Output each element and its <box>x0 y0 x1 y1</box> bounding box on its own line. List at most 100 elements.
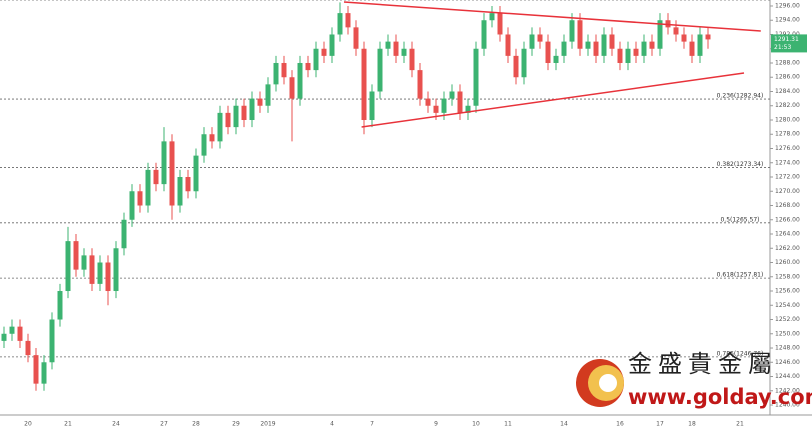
x-tick-label: 27 <box>160 421 168 428</box>
y-tick-label: 1240.00 <box>775 402 800 409</box>
candle-body <box>681 34 687 42</box>
trendline <box>343 1 761 32</box>
candle-body <box>129 191 135 220</box>
candle-body <box>57 291 63 320</box>
candle-body <box>177 177 183 206</box>
candle-body <box>449 91 455 99</box>
candle-body <box>249 98 255 120</box>
candle-body <box>433 105 439 113</box>
y-tick-label: 1270.00 <box>775 188 800 195</box>
candle-body <box>257 98 263 106</box>
candle-body <box>17 326 23 341</box>
y-tick-label: 1288.00 <box>775 59 800 66</box>
candle-body <box>25 340 31 356</box>
y-tick-label: 1280.00 <box>775 116 800 123</box>
candle-body <box>481 20 487 49</box>
x-tick-label: 17 <box>656 421 664 428</box>
y-tick-label: 1262.00 <box>775 245 800 252</box>
candle-body <box>217 112 223 142</box>
candle-body <box>321 48 327 56</box>
x-tick-label: 21 <box>64 421 72 428</box>
candle-body <box>649 41 655 49</box>
candle-body <box>521 48 527 78</box>
x-tick-label: 11 <box>504 421 512 428</box>
candle-body <box>169 141 175 206</box>
y-tick-label: 1244.00 <box>775 373 800 380</box>
x-tick-label: 29 <box>232 421 240 428</box>
y-tick-label: 1258.00 <box>775 273 800 280</box>
candle-body <box>569 20 575 42</box>
candle-body <box>161 141 167 185</box>
logo-name: 金盛貴金屬 <box>628 350 778 378</box>
y-tick-label: 1250.00 <box>775 330 800 337</box>
y-tick-label: 1276.00 <box>775 145 800 152</box>
y-tick-label: 1284.00 <box>775 88 800 95</box>
candle-body <box>33 355 39 384</box>
trendline <box>361 72 745 128</box>
candle-body <box>489 13 495 21</box>
candle-body <box>49 319 55 363</box>
candle-body <box>697 34 703 56</box>
candle-body <box>41 362 47 384</box>
candle-body <box>505 34 511 56</box>
candle-body <box>105 262 111 292</box>
last-price-box <box>771 34 807 53</box>
candle-body <box>409 48 415 71</box>
candle-body <box>577 20 583 49</box>
candle-body <box>353 27 359 49</box>
candle-body <box>673 27 679 35</box>
y-tick-label: 1294.00 <box>775 17 800 24</box>
y-tick-label: 1274.00 <box>775 159 800 166</box>
candle-body <box>153 169 159 185</box>
x-tick-label: 7 <box>370 421 374 428</box>
candle-body <box>97 262 103 284</box>
candle-body <box>633 48 639 56</box>
candle-body <box>401 48 407 56</box>
x-tick-label: 16 <box>616 421 624 428</box>
candle-body <box>441 98 447 113</box>
x-tick-label: 20 <box>24 421 32 428</box>
candle-body <box>425 98 431 106</box>
candle-body <box>201 134 207 156</box>
y-tick-label: 1278.00 <box>775 131 800 138</box>
candle-body <box>241 105 247 120</box>
y-tick-label: 1252.00 <box>775 316 800 323</box>
y-tick-label: 1260.00 <box>775 259 800 266</box>
candle-body <box>113 248 119 292</box>
candle-body <box>337 13 343 35</box>
candle-body <box>553 55 559 63</box>
x-tick-label: 4 <box>330 421 334 428</box>
candle-body <box>145 169 151 206</box>
y-tick-label: 1282.00 <box>775 102 800 109</box>
x-tick-label: 18 <box>688 421 696 428</box>
candle-body <box>385 41 391 49</box>
candle-body <box>369 91 375 120</box>
candle-body <box>137 191 143 206</box>
x-tick-label: 21 <box>736 421 744 428</box>
candle-body <box>193 155 199 192</box>
candle-body <box>89 255 95 284</box>
logo-core <box>599 374 617 392</box>
x-tick-label: 10 <box>472 421 480 428</box>
candle-body <box>657 20 663 49</box>
candle-body <box>545 41 551 63</box>
candle-body <box>705 34 711 40</box>
x-tick-label: 24 <box>112 421 120 428</box>
candle-body <box>609 34 615 49</box>
fib-label: 0.786(1246.76) <box>717 350 764 357</box>
candle-body <box>561 41 567 56</box>
candle-body <box>513 55 519 78</box>
logo: 金盛貴金屬 www.golday.com <box>576 350 812 409</box>
last-time-label: 21:53 <box>774 44 791 51</box>
y-tick-label: 1264.00 <box>775 231 800 238</box>
candle-body <box>641 41 647 56</box>
candle-body <box>465 105 471 113</box>
candle-body <box>225 112 231 128</box>
y-tick-label: 1254.00 <box>775 302 800 309</box>
y-tick-label: 1268.00 <box>775 202 800 209</box>
candle-body <box>377 48 383 92</box>
candle-body <box>265 84 271 106</box>
logo-url: www.golday.com <box>628 385 812 409</box>
